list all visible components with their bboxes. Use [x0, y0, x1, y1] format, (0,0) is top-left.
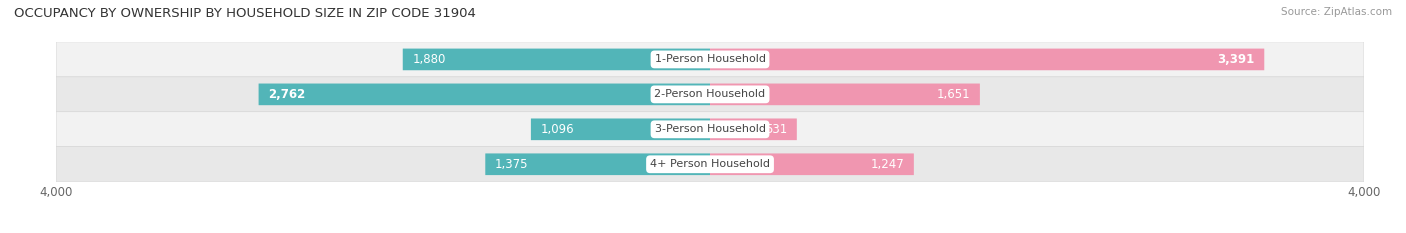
FancyBboxPatch shape	[56, 77, 1364, 112]
FancyBboxPatch shape	[710, 84, 980, 105]
FancyBboxPatch shape	[710, 49, 1264, 70]
Text: 531: 531	[765, 123, 787, 136]
FancyBboxPatch shape	[531, 118, 710, 140]
FancyBboxPatch shape	[402, 49, 710, 70]
FancyBboxPatch shape	[485, 154, 710, 175]
FancyBboxPatch shape	[710, 154, 914, 175]
Text: 2-Person Household: 2-Person Household	[654, 89, 766, 99]
Text: Source: ZipAtlas.com: Source: ZipAtlas.com	[1281, 7, 1392, 17]
Text: 1-Person Household: 1-Person Household	[655, 55, 765, 64]
Legend: Owner-occupied, Renter-occupied: Owner-occupied, Renter-occupied	[589, 230, 831, 233]
FancyBboxPatch shape	[259, 84, 710, 105]
FancyBboxPatch shape	[56, 42, 1364, 77]
FancyBboxPatch shape	[710, 118, 797, 140]
Text: 2,762: 2,762	[269, 88, 305, 101]
Text: 1,651: 1,651	[936, 88, 970, 101]
Text: 3-Person Household: 3-Person Household	[655, 124, 765, 134]
Text: 1,096: 1,096	[541, 123, 574, 136]
Text: 1,247: 1,247	[870, 158, 904, 171]
FancyBboxPatch shape	[56, 147, 1364, 182]
Text: 1,375: 1,375	[495, 158, 529, 171]
Text: OCCUPANCY BY OWNERSHIP BY HOUSEHOLD SIZE IN ZIP CODE 31904: OCCUPANCY BY OWNERSHIP BY HOUSEHOLD SIZE…	[14, 7, 477, 20]
Text: 1,880: 1,880	[412, 53, 446, 66]
Text: 3,391: 3,391	[1218, 53, 1254, 66]
FancyBboxPatch shape	[56, 112, 1364, 147]
Text: 4+ Person Household: 4+ Person Household	[650, 159, 770, 169]
